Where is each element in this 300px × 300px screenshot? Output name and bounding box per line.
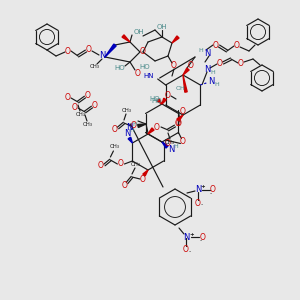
- Text: CH₃: CH₃: [83, 122, 93, 127]
- Text: OH: OH: [157, 24, 167, 30]
- Text: O: O: [98, 161, 103, 170]
- Text: N: N: [195, 185, 201, 194]
- Text: O: O: [112, 124, 118, 134]
- Text: O: O: [140, 47, 146, 56]
- Text: N: N: [126, 122, 133, 131]
- Text: O: O: [135, 70, 141, 79]
- Text: O: O: [92, 100, 98, 109]
- Text: O: O: [195, 199, 201, 208]
- Polygon shape: [122, 35, 130, 42]
- Text: O: O: [72, 103, 78, 112]
- Text: -: -: [210, 191, 212, 196]
- Text: N: N: [183, 232, 189, 242]
- Polygon shape: [162, 142, 168, 148]
- Text: O: O: [175, 119, 181, 128]
- Polygon shape: [138, 124, 146, 128]
- Text: O: O: [154, 122, 160, 131]
- Text: H: H: [198, 49, 203, 53]
- Text: HO: HO: [151, 98, 162, 104]
- Text: CH₃: CH₃: [90, 64, 100, 70]
- Text: N: N: [208, 77, 214, 86]
- Text: O: O: [176, 119, 182, 128]
- Text: -: -: [189, 250, 191, 254]
- Text: O: O: [171, 61, 177, 70]
- Polygon shape: [172, 36, 179, 43]
- Text: O: O: [85, 92, 91, 100]
- Text: HO: HO: [140, 64, 150, 70]
- Polygon shape: [183, 75, 187, 92]
- Polygon shape: [148, 128, 154, 134]
- Text: +: +: [190, 232, 194, 236]
- Text: CH₃: CH₃: [76, 112, 86, 116]
- Text: HO: HO: [149, 96, 160, 102]
- Text: -: -: [201, 202, 203, 208]
- Polygon shape: [105, 44, 116, 57]
- Text: CH₃: CH₃: [131, 163, 141, 167]
- Text: CH₃: CH₃: [122, 109, 132, 113]
- Text: CH₃: CH₃: [109, 145, 119, 149]
- Text: O: O: [165, 92, 171, 100]
- Text: H: H: [211, 70, 215, 74]
- Text: O: O: [238, 58, 244, 68]
- Text: O: O: [234, 41, 240, 50]
- Text: +: +: [201, 184, 205, 190]
- Text: O: O: [200, 232, 206, 242]
- Text: -: -: [200, 238, 202, 244]
- Text: OH: OH: [176, 86, 186, 92]
- Polygon shape: [128, 137, 132, 143]
- Text: OH: OH: [134, 29, 145, 35]
- Text: O: O: [210, 185, 216, 194]
- Text: N: N: [204, 49, 210, 58]
- Text: O: O: [165, 139, 170, 148]
- Text: HN: HN: [143, 73, 154, 79]
- Polygon shape: [177, 115, 183, 121]
- Text: O: O: [140, 175, 146, 184]
- Polygon shape: [162, 98, 166, 104]
- Text: N: N: [204, 64, 210, 74]
- Text: H: H: [129, 128, 134, 133]
- Text: O: O: [131, 122, 137, 130]
- Polygon shape: [183, 68, 189, 75]
- Text: O: O: [86, 46, 92, 55]
- Text: O: O: [179, 137, 185, 146]
- Text: O: O: [188, 61, 194, 70]
- Text: O: O: [65, 46, 71, 56]
- Text: O: O: [122, 182, 128, 190]
- Text: O: O: [217, 59, 223, 68]
- Text: HO: HO: [114, 65, 125, 71]
- Text: O: O: [183, 244, 189, 253]
- Text: O: O: [179, 107, 185, 116]
- Polygon shape: [157, 99, 162, 104]
- Text: O: O: [213, 40, 219, 50]
- Text: H: H: [214, 82, 219, 86]
- Text: N: N: [99, 52, 105, 61]
- Text: N: N: [124, 130, 130, 139]
- Polygon shape: [143, 170, 148, 176]
- Text: H: H: [174, 145, 178, 149]
- Text: H: H: [132, 122, 137, 127]
- Text: O: O: [118, 160, 123, 169]
- Text: N: N: [168, 145, 174, 154]
- Text: O: O: [65, 94, 71, 103]
- Text: CH₃: CH₃: [165, 140, 175, 146]
